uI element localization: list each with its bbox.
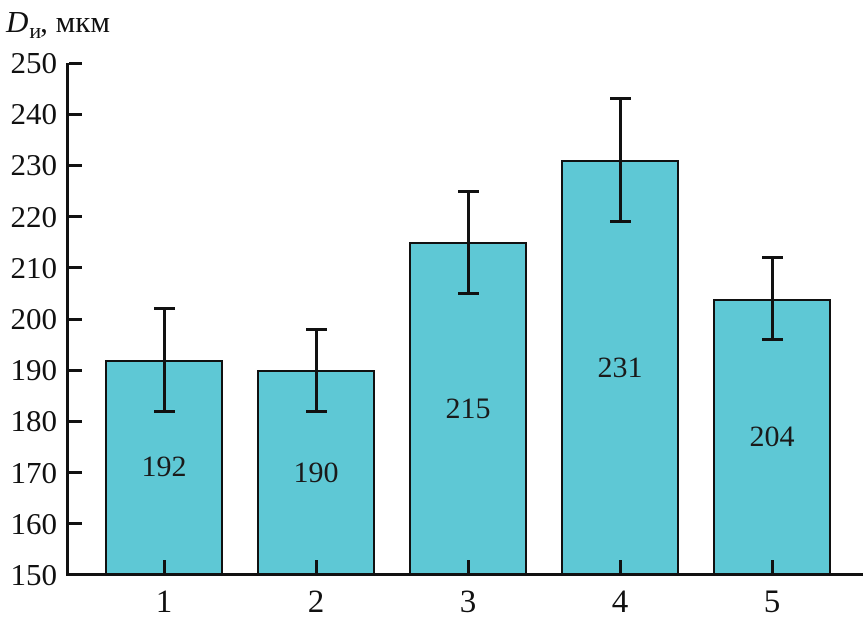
error-bar-line	[618, 98, 622, 222]
error-bar-cap-bottom	[609, 220, 631, 224]
y-tick	[69, 522, 82, 526]
y-tick	[69, 266, 82, 270]
error-bar-cap-top	[457, 189, 479, 193]
x-tick	[162, 560, 166, 573]
y-axis-line	[66, 63, 69, 576]
bar	[409, 242, 527, 575]
y-tick	[69, 471, 82, 475]
y-tick-label: 150	[10, 557, 58, 592]
bar	[561, 160, 679, 575]
bar-value-label: 192	[141, 450, 187, 484]
error-bar-line	[162, 308, 166, 412]
y-tick	[69, 368, 82, 372]
error-bar-cap-bottom	[153, 409, 175, 413]
y-tick-label: 220	[10, 198, 58, 234]
error-bar-line	[314, 329, 318, 412]
error-bar-cap-bottom	[305, 409, 327, 413]
y-tick-label: 180	[10, 403, 58, 439]
y-tick	[69, 61, 82, 65]
y-axis-title: Dи, мкм	[6, 4, 110, 43]
x-tick-label: 1	[155, 584, 173, 620]
x-tick	[618, 560, 622, 573]
x-tick-label: 3	[459, 584, 477, 620]
y-tick-label: 210	[10, 249, 58, 285]
error-bar-cap-top	[609, 97, 631, 101]
y-tick	[69, 215, 82, 219]
x-tick	[314, 560, 318, 573]
y-tick-label: 230	[10, 147, 58, 183]
error-bar-cap-top	[305, 327, 327, 331]
error-bar-cap-top	[153, 307, 175, 311]
x-tick	[770, 560, 774, 573]
bar-value-label: 190	[293, 455, 339, 489]
y-tick	[69, 163, 82, 167]
x-tick-label: 5	[763, 584, 781, 620]
y-tick-label: 190	[10, 352, 58, 388]
error-bar-cap-bottom	[457, 291, 479, 295]
error-bar-line	[466, 191, 470, 294]
error-bar-line	[770, 257, 774, 340]
y-tick	[69, 112, 82, 116]
x-tick-label: 2	[307, 584, 325, 620]
y-tick	[69, 419, 82, 423]
x-axis-line	[66, 573, 863, 576]
x-tick	[466, 560, 470, 573]
y-tick-label: 200	[10, 301, 58, 336]
y-axis-title-subscript: и	[29, 18, 42, 43]
y-tick	[69, 317, 82, 321]
bar-value-label: 215	[445, 391, 491, 425]
error-bar-cap-top	[761, 256, 783, 260]
y-axis-title-symbol: D	[6, 4, 29, 39]
y-tick-label: 250	[10, 45, 58, 80]
y-tick-label: 240	[10, 96, 58, 132]
bar-value-label: 231	[597, 350, 643, 384]
y-axis-title-units: , мкм	[40, 4, 110, 39]
y-tick-label: 160	[10, 505, 58, 541]
error-bar-cap-bottom	[761, 337, 783, 341]
x-tick-label: 4	[611, 584, 629, 620]
bar-value-label: 204	[749, 419, 795, 453]
bar	[713, 298, 831, 575]
y-tick-label: 170	[10, 454, 58, 490]
